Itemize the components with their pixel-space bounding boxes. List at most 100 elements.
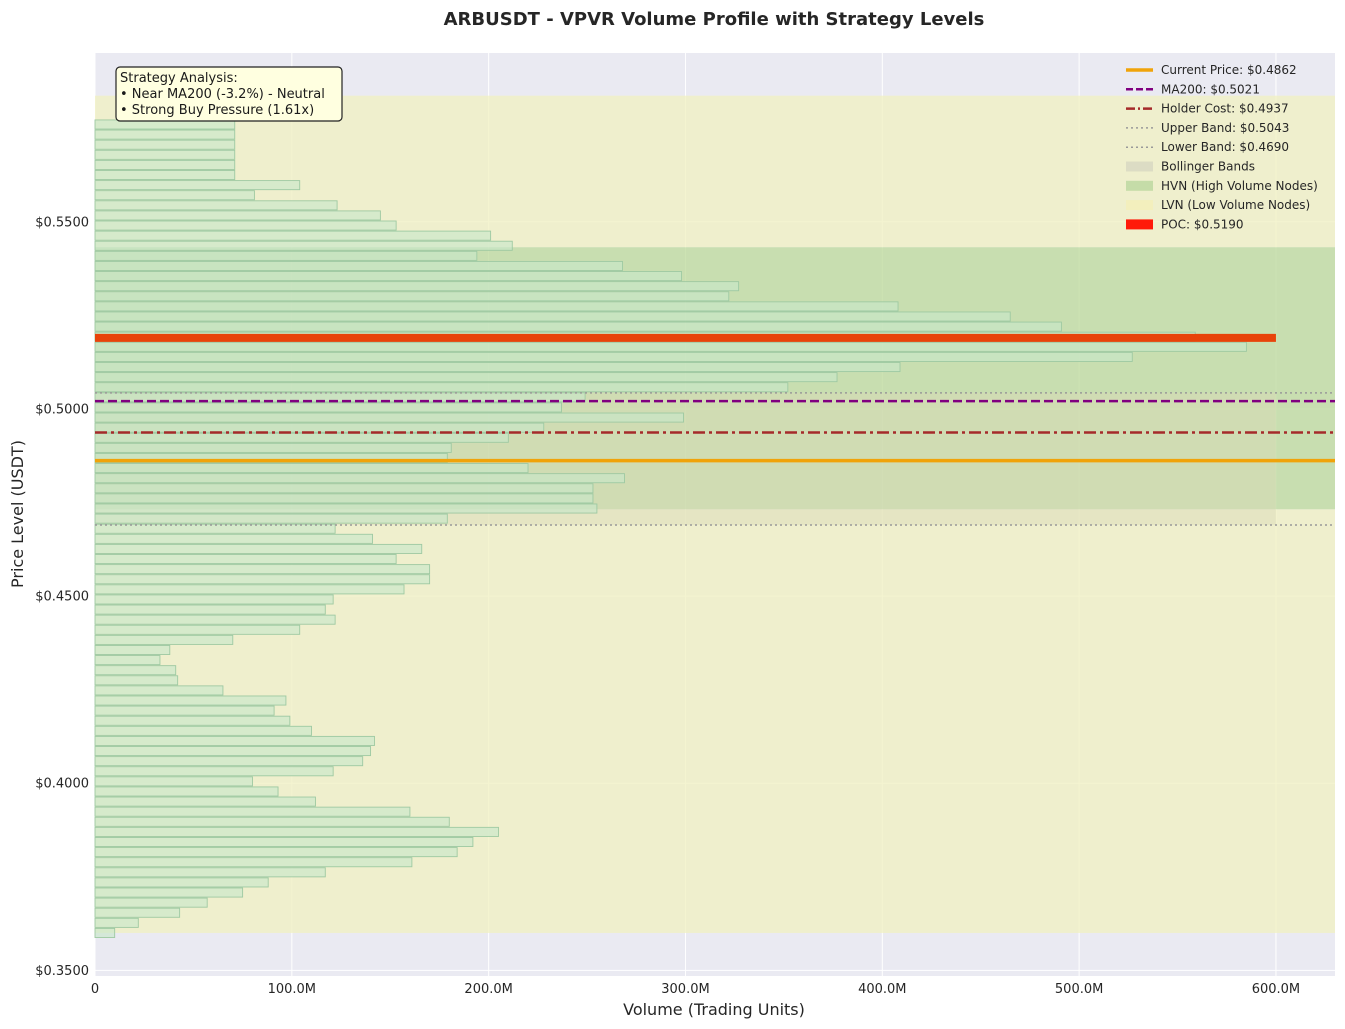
- x-axis-label: Volume (Trading Units): [623, 1000, 805, 1019]
- legend-swatch: [1126, 200, 1153, 211]
- legend-label: Lower Band: $0.4690: [1161, 140, 1289, 154]
- volume-bar: [94, 655, 161, 666]
- x-tick-label: 100.0M: [268, 982, 316, 997]
- x-ticks: 0 100.0M 200.0M 300.0M 400.0M 500.0M 600.0M: [91, 982, 1300, 997]
- volume-bar: [94, 665, 177, 676]
- volume-bar: [94, 281, 740, 292]
- volume-bar: [94, 432, 509, 443]
- volume-bar: [94, 816, 450, 827]
- volume-bar: [94, 523, 336, 534]
- y-tick-label: $0.3500: [35, 964, 89, 979]
- volume-bar: [94, 180, 301, 191]
- y-axis-label: Price Level (USDT): [8, 440, 27, 588]
- volume-bar: [94, 533, 373, 544]
- volume-bar: [94, 725, 312, 736]
- volume-bar: [94, 675, 179, 686]
- volume-bar: [94, 584, 405, 595]
- volume-bar: [94, 766, 334, 777]
- volume-bar: [94, 786, 279, 797]
- legend-label: Bollinger Bands: [1161, 160, 1255, 174]
- volume-bar: [94, 362, 901, 373]
- volume-bar: [94, 291, 730, 302]
- x-tick-label: 0: [91, 982, 99, 997]
- volume-bar: [94, 412, 684, 423]
- y-tick-label: $0.5000: [35, 402, 89, 417]
- annotation-line: • Near MA200 (-3.2%) - Neutral: [120, 87, 325, 102]
- volume-bar: [94, 867, 326, 878]
- legend: Current Price: $0.4862 MA200: $0.5021 Hold…: [1126, 63, 1318, 231]
- volume-bar: [94, 564, 431, 575]
- volume-bar: [94, 170, 236, 181]
- volume-bar: [94, 463, 529, 474]
- volume-bar: [94, 149, 236, 160]
- legend-label: HVN (High Volume Nodes): [1161, 179, 1318, 193]
- annotation-box: [115, 66, 343, 122]
- volume-bar: [94, 847, 458, 858]
- volume-bar: [94, 473, 625, 484]
- volume-bar: [94, 644, 171, 655]
- volume-bar: [94, 756, 364, 767]
- volume-bar: [94, 240, 513, 251]
- volume-bar: [94, 695, 287, 706]
- volume-bar: [94, 624, 301, 635]
- y-tick-label: $0.4500: [35, 590, 89, 605]
- volume-bar: [94, 554, 397, 565]
- volume-bar: [94, 594, 334, 605]
- volume-bar: [94, 129, 236, 140]
- volume-bar: [94, 402, 562, 413]
- volume-bar: [94, 220, 397, 231]
- volume-bar: [94, 614, 336, 625]
- volume-bar: [94, 210, 381, 221]
- y-tick-label: $0.4000: [35, 777, 89, 792]
- volume-bar: [94, 887, 244, 898]
- volume-bar: [94, 311, 1011, 322]
- volume-bar: [94, 715, 291, 726]
- volume-bar: [94, 230, 492, 241]
- volume-bar: [94, 574, 431, 585]
- volume-bar: [94, 442, 452, 453]
- legend-swatch: [1126, 161, 1153, 172]
- x-tick-label: 200.0M: [464, 982, 512, 997]
- volume-bar: [94, 927, 116, 938]
- volume-bar: [94, 796, 316, 807]
- volume-bar: [94, 200, 338, 211]
- volume-bar: [94, 776, 253, 787]
- volume-bar: [94, 321, 1062, 332]
- volume-bar: [94, 351, 1133, 362]
- volume-bar: [94, 260, 623, 271]
- annotation-line: • Strong Buy Pressure (1.61x): [120, 103, 314, 118]
- volume-bar: [94, 493, 594, 504]
- legend-label: Current Price: $0.4862: [1161, 63, 1297, 77]
- volume-bar: [94, 826, 499, 837]
- volume-bar: [94, 452, 448, 463]
- volume-bar: [94, 483, 594, 494]
- chart-title: ARBUSDT - VPVR Volume Profile with Strat…: [444, 9, 985, 30]
- volume-bar: [94, 513, 448, 524]
- volume-bar: [94, 422, 545, 433]
- strategy-annotation: Strategy Analysis: • Near MA200 (-3.2%) …: [115, 66, 343, 122]
- x-tick-label: 400.0M: [858, 982, 906, 997]
- volume-bar: [94, 382, 789, 393]
- legend-label: POC: $0.5190: [1161, 217, 1244, 231]
- volume-bar: [94, 877, 269, 888]
- volume-bar: [94, 139, 236, 150]
- volume-bar: [94, 806, 411, 817]
- legend-label: LVN (Low Volume Nodes): [1161, 198, 1310, 212]
- x-tick-label: 300.0M: [661, 982, 709, 997]
- volume-bar: [94, 634, 234, 645]
- volume-bar: [94, 503, 598, 514]
- volume-bar: [94, 705, 275, 716]
- legend-label: Upper Band: $0.5043: [1161, 121, 1289, 135]
- volume-bar: [94, 735, 375, 746]
- x-tick-label: 500.0M: [1055, 982, 1103, 997]
- legend-label: MA200: $0.5021: [1161, 82, 1260, 96]
- volume-bar: [94, 917, 139, 928]
- volume-bar: [94, 190, 255, 201]
- volume-bar: [94, 301, 899, 312]
- volume-bar: [94, 604, 326, 615]
- volume-bar: [94, 250, 478, 261]
- volume-bar: [94, 857, 413, 868]
- legend-swatch: [1126, 180, 1153, 191]
- y-ticks: $0.3500 $0.4000 $0.4500 $0.5000 $0.5500: [35, 215, 89, 979]
